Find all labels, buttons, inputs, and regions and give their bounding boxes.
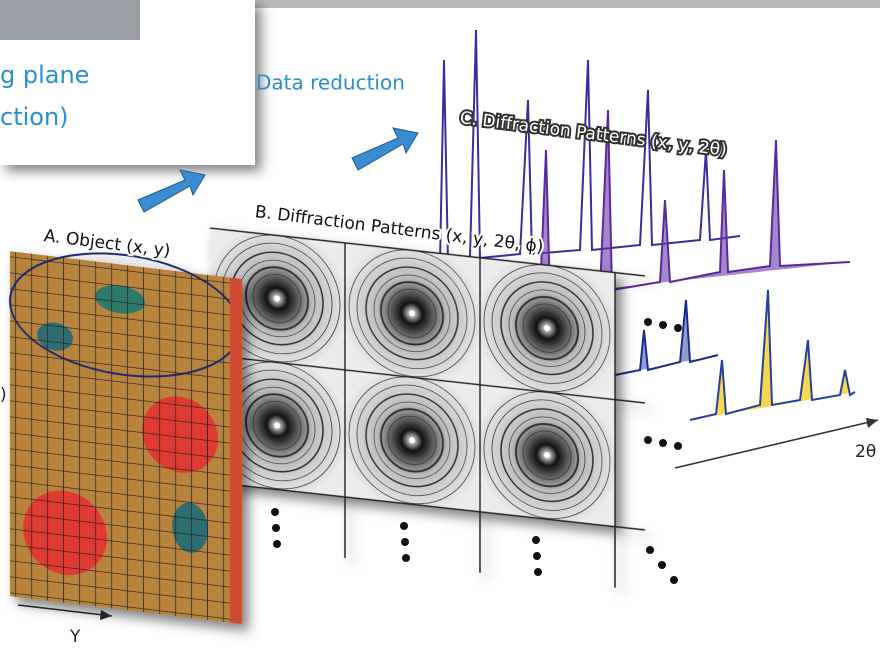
fragment-label: ) xyxy=(0,385,7,405)
axis-label: 2θ xyxy=(855,442,876,462)
arrow xyxy=(138,170,205,212)
inset-image xyxy=(0,0,140,40)
axis-label: Y xyxy=(69,627,81,647)
panel-label: C. Diffraction Patterns (x, y, 2θ) xyxy=(459,108,728,161)
stage-label: Data reduction xyxy=(256,71,405,95)
top-band xyxy=(255,0,880,8)
diagram: g plane ction) Data reduction C. Diffrac… xyxy=(0,0,880,664)
arrowhead xyxy=(866,418,878,428)
object-panel xyxy=(10,241,242,624)
inset-text: g plane xyxy=(0,61,89,89)
arrowhead xyxy=(100,610,112,620)
arrow xyxy=(352,128,418,170)
inset-text: ction) xyxy=(0,103,69,131)
axis xyxy=(675,420,878,468)
pattern-grid xyxy=(207,221,645,591)
